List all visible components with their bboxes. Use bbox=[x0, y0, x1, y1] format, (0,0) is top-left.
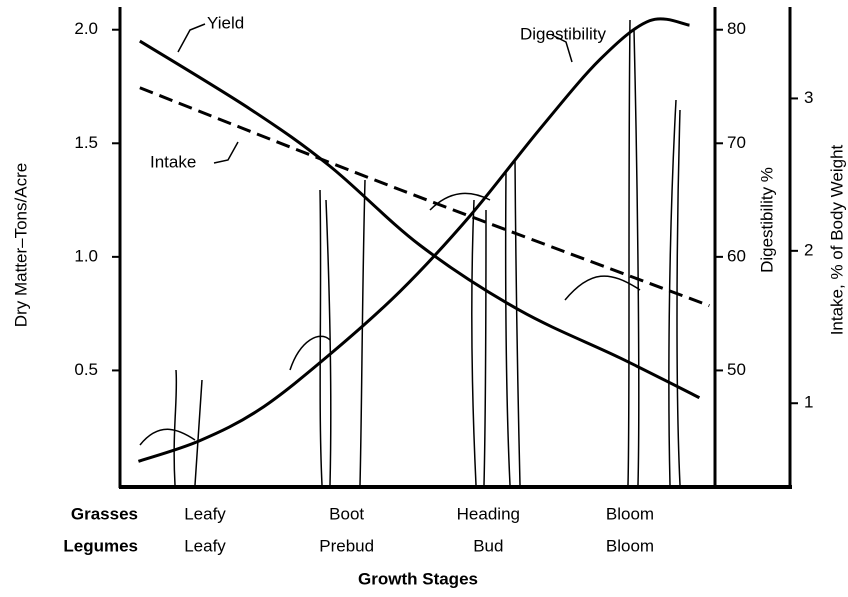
x-tick-label: Leafy bbox=[184, 504, 226, 523]
row-label: Legumes bbox=[63, 536, 138, 555]
series-line bbox=[137, 17, 690, 463]
y3-tick-label: 2 bbox=[804, 240, 813, 259]
x-tick-label: Bud bbox=[473, 536, 503, 555]
y3-axis-label: Intake, % of Body Weight bbox=[827, 144, 846, 335]
y2-tick-label: 70 bbox=[727, 133, 746, 152]
x-tick-label: Bloom bbox=[606, 536, 654, 555]
x-tick-label: Heading bbox=[457, 504, 520, 523]
annotation-arrow bbox=[177, 23, 206, 53]
series-annotation: Digestibility bbox=[520, 24, 606, 43]
y3-tick-label: 3 bbox=[804, 88, 813, 107]
annotation-arrow bbox=[213, 141, 239, 164]
x-axis-label: Growth Stages bbox=[358, 569, 478, 588]
y2-tick-label: 50 bbox=[727, 360, 746, 379]
plant-decoration bbox=[139, 19, 681, 486]
series-line bbox=[139, 39, 701, 400]
row-label: Grasses bbox=[71, 504, 138, 523]
y-tick-label: 2.0 bbox=[74, 19, 98, 38]
x-tick-label: Leafy bbox=[184, 536, 226, 555]
y2-tick-label: 60 bbox=[727, 246, 746, 265]
y2-axis-label: Digestibility % bbox=[757, 167, 776, 273]
y-axis-label: Dry Matter–Tons/Acre bbox=[11, 163, 30, 327]
series-line bbox=[139, 86, 710, 308]
y-tick-label: 0.5 bbox=[74, 360, 98, 379]
y2-tick-label: 80 bbox=[727, 19, 746, 38]
y-tick-label: 1.0 bbox=[74, 246, 98, 265]
y-tick-label: 1.5 bbox=[74, 133, 98, 152]
series-annotation: Yield bbox=[207, 13, 244, 32]
x-tick-label: Prebud bbox=[319, 536, 374, 555]
annotation-arrow bbox=[551, 34, 573, 63]
series-annotation: Intake bbox=[150, 152, 196, 171]
x-tick-label: Bloom bbox=[606, 504, 654, 523]
y3-tick-label: 1 bbox=[804, 393, 813, 412]
x-tick-label: Boot bbox=[329, 504, 364, 523]
